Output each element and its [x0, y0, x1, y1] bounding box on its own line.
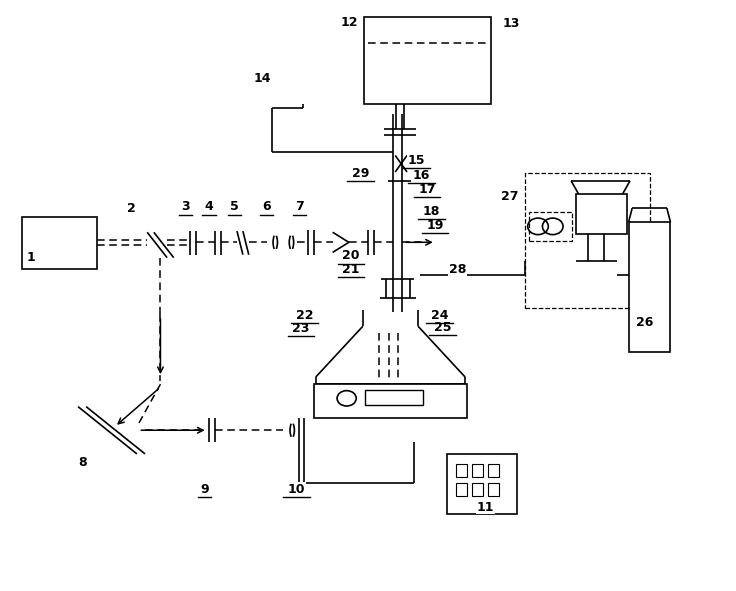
Text: 16: 16 — [413, 169, 431, 182]
Bar — [456, 483, 467, 496]
Bar — [529, 212, 572, 241]
Text: 15: 15 — [408, 154, 425, 167]
Text: 29: 29 — [352, 167, 369, 180]
Text: 13: 13 — [503, 17, 520, 30]
Text: 2: 2 — [127, 202, 135, 215]
Text: 5: 5 — [230, 200, 239, 213]
Text: 9: 9 — [200, 483, 209, 496]
Bar — [456, 464, 467, 477]
Text: 25: 25 — [434, 321, 451, 334]
Bar — [488, 483, 499, 496]
Text: 10: 10 — [288, 483, 305, 496]
Bar — [364, 17, 491, 104]
Bar — [576, 194, 627, 234]
Text: 18: 18 — [422, 205, 440, 218]
Text: 8: 8 — [78, 456, 87, 469]
Bar — [472, 483, 483, 496]
Text: 17: 17 — [418, 183, 436, 196]
Bar — [447, 454, 517, 514]
Text: 11: 11 — [477, 501, 495, 514]
Text: 20: 20 — [342, 249, 360, 262]
Text: 24: 24 — [431, 309, 448, 322]
Bar — [629, 222, 670, 352]
Bar — [314, 384, 467, 418]
Text: 14: 14 — [254, 72, 272, 85]
Text: 27: 27 — [501, 190, 519, 203]
Text: 21: 21 — [342, 263, 360, 276]
Bar — [525, 173, 650, 308]
Bar — [22, 217, 97, 269]
Bar — [365, 390, 423, 405]
Text: 23: 23 — [292, 322, 310, 335]
Bar — [472, 464, 483, 477]
Text: 12: 12 — [340, 16, 358, 29]
Text: 26: 26 — [636, 316, 654, 329]
Text: 19: 19 — [426, 219, 444, 232]
Text: 4: 4 — [205, 200, 213, 213]
Text: 3: 3 — [181, 200, 190, 213]
Text: 6: 6 — [262, 200, 271, 213]
Text: 7: 7 — [295, 200, 304, 213]
Text: 22: 22 — [296, 309, 314, 322]
Bar — [488, 464, 499, 477]
Text: 28: 28 — [449, 263, 467, 276]
Text: 1: 1 — [26, 251, 35, 264]
